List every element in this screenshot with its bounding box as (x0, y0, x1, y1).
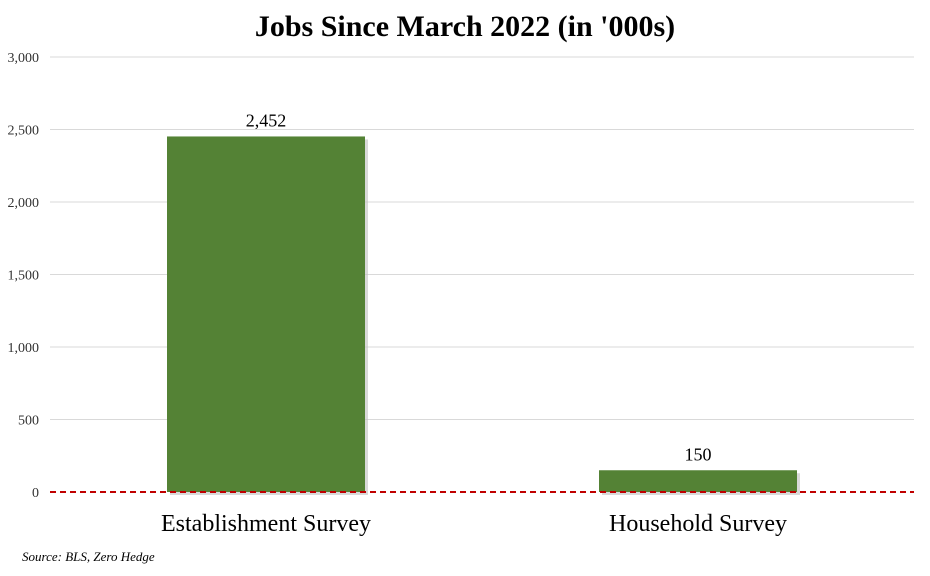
y-tick-label: 1,500 (8, 269, 40, 284)
bar-establishment (167, 136, 365, 492)
y-tick-label: 1,000 (8, 341, 40, 356)
bar-household (599, 470, 797, 492)
y-tick-label: 3,000 (8, 51, 40, 66)
data-label: 150 (685, 444, 712, 464)
chart-title: Jobs Since March 2022 (in '000s) (254, 10, 676, 43)
y-tick-label: 2,000 (8, 196, 40, 211)
y-tick-label: 0 (32, 486, 39, 501)
data-labels: 2,452 150 (246, 110, 712, 464)
y-axis-ticks: 0 500 1,000 1,500 2,000 2,500 3,000 (8, 51, 40, 501)
y-tick-label: 500 (18, 414, 39, 429)
category-label: Establishment Survey (161, 511, 371, 537)
y-tick-label: 2,500 (8, 124, 40, 139)
x-axis-categories: Establishment Survey Household Survey (161, 511, 787, 537)
bars (167, 136, 800, 495)
category-label: Household Survey (609, 511, 787, 537)
data-label: 2,452 (246, 110, 287, 130)
source-note: Source: BLS, Zero Hedge (22, 549, 155, 564)
